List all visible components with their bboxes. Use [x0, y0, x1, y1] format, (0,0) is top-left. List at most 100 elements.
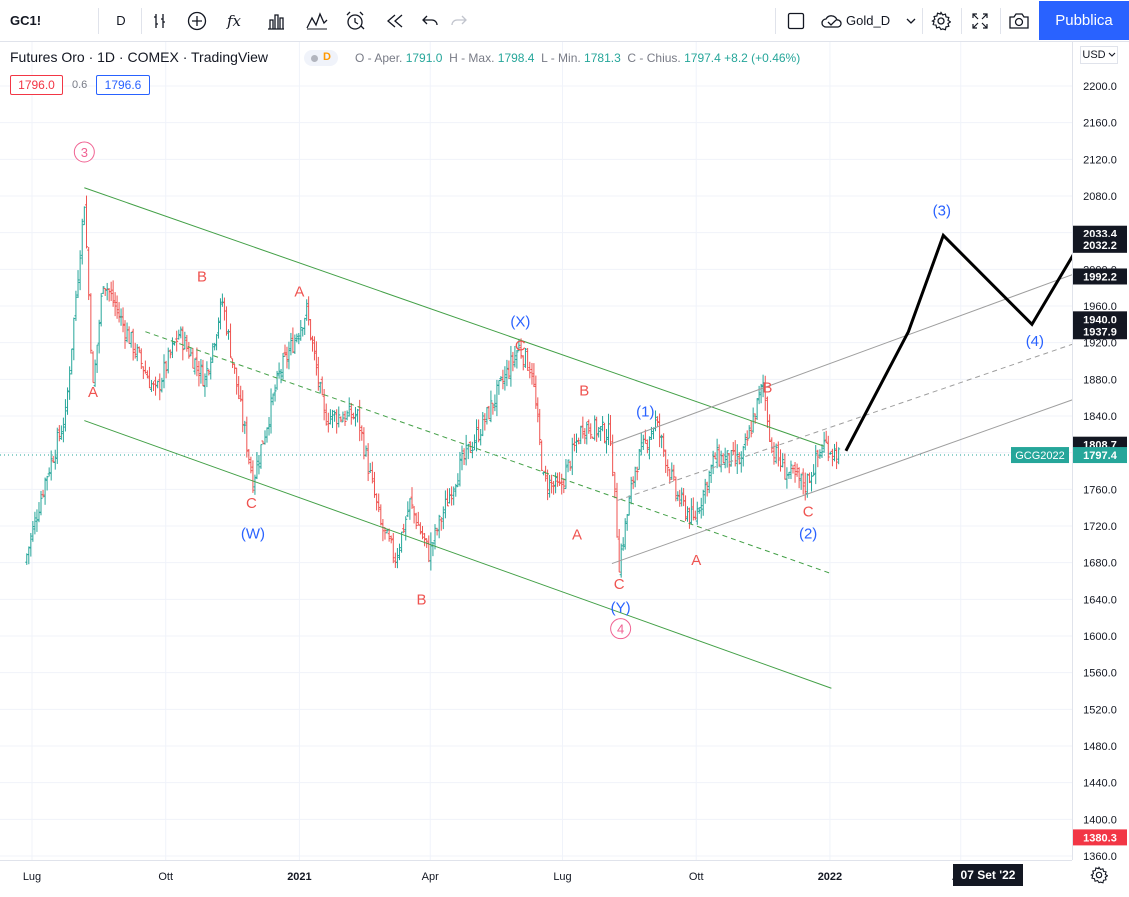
candle [387, 528, 391, 542]
candle [727, 453, 731, 474]
wave-label[interactable]: A [572, 526, 582, 543]
symbol-search-button[interactable]: GC1! [10, 13, 42, 28]
candle [479, 429, 483, 446]
wave-label[interactable]: B [579, 382, 589, 399]
candle [303, 317, 307, 335]
add-indicator-icon[interactable] [185, 0, 209, 41]
alert-icon[interactable] [342, 0, 368, 41]
price-tick-label: 1400.0 [1083, 814, 1117, 826]
channel-green-lower[interactable] [84, 420, 832, 689]
candle [770, 437, 774, 454]
candle [177, 329, 181, 340]
price-tick-label: 1560.0 [1083, 668, 1117, 680]
wave-label[interactable]: C [515, 337, 526, 354]
publish-button[interactable]: Pubblica [1039, 1, 1129, 40]
candle [356, 408, 360, 423]
undo-icon[interactable] [418, 0, 442, 41]
compare-icon[interactable] [148, 0, 172, 41]
layout-name-button[interactable]: Gold_D [846, 13, 891, 28]
buy-price-button[interactable]: 1796.6 [96, 75, 150, 95]
candle [682, 488, 686, 507]
candle [656, 416, 660, 427]
market-status-badge[interactable]: D [304, 50, 338, 66]
channel-green-upper[interactable] [84, 187, 825, 447]
candle [393, 552, 397, 568]
candle [156, 380, 160, 389]
candle [287, 341, 291, 370]
indicators-fx-icon[interactable]: fx [224, 0, 250, 41]
wave-label[interactable]: (W) [241, 525, 265, 542]
currency-button[interactable]: USD [1080, 46, 1118, 64]
elliott-projection-path[interactable] [844, 46, 1072, 452]
candle [761, 374, 765, 398]
wave-label[interactable]: B [417, 591, 427, 608]
time-axis[interactable]: LugOtt2021AprLugOtt2022AprLug [0, 860, 1072, 896]
camera-icon[interactable] [1006, 0, 1032, 41]
wave-label[interactable]: A [88, 384, 98, 401]
bar-style-icon[interactable] [263, 0, 289, 41]
candle [111, 280, 115, 307]
candle [97, 319, 101, 354]
candle [768, 414, 772, 442]
candle [662, 433, 666, 457]
wave-label[interactable]: A [691, 552, 701, 569]
candle [570, 437, 574, 476]
wave-label[interactable]: (4) [1026, 333, 1044, 350]
redo-icon[interactable] [447, 0, 471, 41]
candle [837, 447, 841, 465]
candle [341, 411, 345, 423]
wave-label[interactable]: B [197, 269, 207, 286]
price-tick-label: 1760.0 [1083, 484, 1117, 496]
chevron-down-icon[interactable] [902, 0, 920, 41]
candle [678, 489, 682, 507]
candle [154, 376, 158, 396]
crosshair-date-badge: 07 Set '22 [953, 864, 1023, 886]
candle [749, 420, 753, 438]
replay-icon[interactable] [382, 0, 408, 41]
settings-gear-icon[interactable] [928, 0, 954, 41]
candle [445, 488, 449, 507]
fullscreen-icon[interactable] [967, 0, 993, 41]
price-chart[interactable]: 3 A B A C (W) B (X) C B A (1) C (Y) 4 A B C (2) (3) (4) [0, 42, 1072, 860]
wave-label[interactable]: 3 [73, 141, 95, 163]
wave-label[interactable]: (1) [636, 403, 654, 420]
interval-button[interactable]: D [116, 13, 126, 28]
wave-label[interactable]: (3) [933, 203, 951, 220]
wave-label-text: B [417, 591, 427, 608]
candle [776, 441, 780, 467]
channel-gray-middle[interactable] [617, 303, 1072, 501]
wave-label[interactable]: B [762, 380, 772, 397]
candle [751, 407, 755, 433]
templates-icon[interactable] [304, 0, 330, 41]
layout-square-icon[interactable] [784, 0, 808, 41]
candle [755, 398, 759, 420]
channel-gray-upper[interactable] [611, 231, 1072, 444]
candle [360, 425, 364, 441]
candle [832, 443, 836, 462]
wave-label[interactable]: C [246, 495, 257, 512]
wave-label[interactable]: (X) [510, 314, 530, 331]
candle [583, 428, 587, 444]
candle [343, 410, 347, 426]
wave-label[interactable]: A [294, 283, 304, 300]
sell-price-button[interactable]: 1796.0 [10, 75, 63, 95]
wave-label[interactable]: (Y) [611, 600, 631, 617]
candle [309, 319, 313, 341]
candle [601, 416, 605, 432]
candle [611, 434, 615, 477]
candle [29, 532, 33, 557]
candle [74, 290, 78, 321]
candle [285, 346, 289, 369]
channel-gray-lower[interactable] [611, 357, 1072, 565]
wave-label[interactable]: C [803, 503, 814, 520]
wave-label[interactable]: (2) [799, 525, 817, 542]
axis-settings-gear-icon[interactable] [1090, 866, 1110, 886]
price-tick-label: 1680.0 [1083, 558, 1117, 570]
chart-legend-title[interactable]: Futures Oro · 1D · COMEX · TradingView [10, 49, 269, 65]
price-axis[interactable]: 1360.0 1400.0 1440.0 1480.0 1520.0 1560.0 1600… [1072, 42, 1129, 863]
wave-label[interactable]: C [614, 576, 625, 593]
candle [414, 512, 418, 530]
channel-green-middle[interactable] [145, 331, 832, 575]
wave-label[interactable]: 4 [610, 618, 632, 640]
candle [613, 471, 617, 499]
